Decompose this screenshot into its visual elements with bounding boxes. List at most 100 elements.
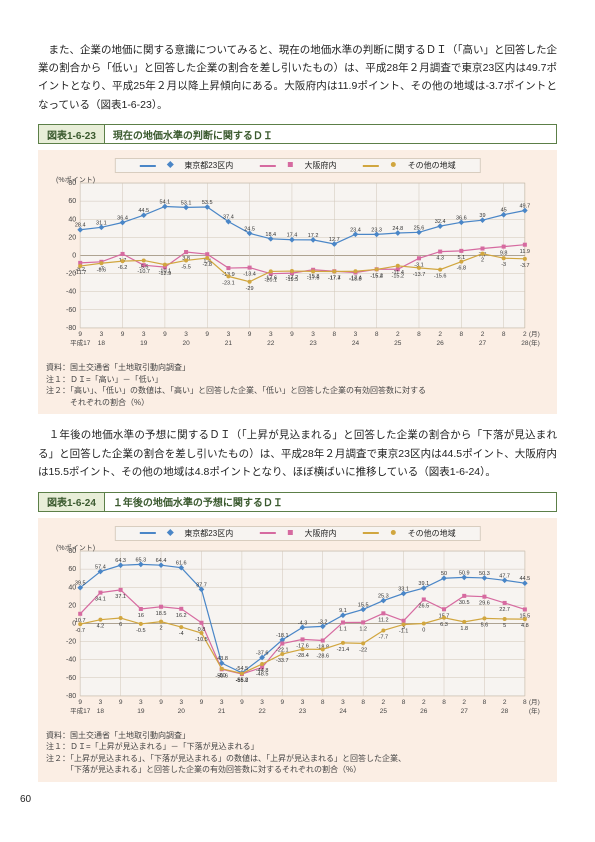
svg-text:23: 23: [309, 340, 317, 347]
svg-text:5.6: 5.6: [481, 622, 489, 628]
svg-text:53.1: 53.1: [181, 200, 192, 206]
svg-text:-0.7: -0.7: [75, 628, 85, 634]
svg-text:3: 3: [99, 699, 103, 706]
svg-text:2: 2: [396, 331, 400, 338]
svg-text:8: 8: [460, 331, 464, 338]
svg-text:9: 9: [248, 331, 252, 338]
svg-text:60: 60: [68, 198, 76, 205]
svg-text:9: 9: [159, 699, 163, 706]
svg-text:(月): (月): [529, 330, 540, 338]
svg-text:3: 3: [227, 331, 231, 338]
svg-text:9.1: 9.1: [339, 608, 347, 614]
svg-text:37.7: 37.7: [196, 582, 207, 588]
svg-text:-5.5: -5.5: [181, 265, 191, 271]
svg-text:3: 3: [100, 331, 104, 338]
svg-text:-0.5: -0.5: [136, 628, 146, 634]
svg-text:-7.7: -7.7: [379, 634, 389, 640]
figure-1-6-24-title: 図表1-6-24 １年後の地価水準の予想に関するＤＩ: [38, 492, 557, 512]
svg-text:28: 28: [521, 340, 529, 347]
svg-text:27: 27: [479, 340, 487, 347]
svg-text:18.5: 18.5: [156, 610, 167, 616]
figure-1-6-24-caption: １年後の地価水準の予想に関するＤＩ: [105, 493, 556, 511]
svg-text:-11.7: -11.7: [74, 270, 86, 276]
svg-text:(%ポイント): (%ポイント): [56, 544, 95, 552]
svg-text:49.7: 49.7: [519, 203, 530, 209]
svg-text:8: 8: [483, 699, 487, 706]
svg-text:3: 3: [142, 331, 146, 338]
svg-text:8: 8: [321, 699, 325, 706]
svg-text:-8.6: -8.6: [97, 267, 107, 273]
svg-text:3: 3: [260, 699, 264, 706]
chart-1-svg: 806040200-20-40-60-80(%ポイント)939393939393…: [46, 175, 549, 356]
svg-text:8: 8: [442, 699, 446, 706]
svg-text:9: 9: [281, 699, 285, 706]
svg-text:23.3: 23.3: [371, 227, 382, 233]
svg-text:-2.8: -2.8: [202, 262, 212, 268]
svg-text:-23.1: -23.1: [222, 280, 235, 286]
svg-text:22: 22: [258, 708, 266, 715]
svg-text:-3.2: -3.2: [318, 619, 328, 625]
svg-text:64.4: 64.4: [156, 558, 167, 564]
chart-2-svg: 806040200-20-40-60-80(%ポイント)939393939393…: [46, 543, 549, 724]
svg-text:-10.1: -10.1: [159, 269, 172, 275]
svg-text:-17.6: -17.6: [307, 275, 320, 281]
svg-text:26: 26: [420, 708, 428, 715]
svg-text:15.5: 15.5: [358, 602, 369, 608]
svg-text:1.2: 1.2: [359, 626, 367, 632]
svg-text:2: 2: [481, 331, 485, 338]
svg-text:25.6: 25.6: [414, 225, 425, 231]
svg-text:20: 20: [182, 340, 190, 347]
svg-text:57.4: 57.4: [95, 564, 106, 570]
svg-text:-17.7: -17.7: [328, 276, 341, 282]
svg-text:2: 2: [503, 699, 507, 706]
svg-text:9: 9: [119, 699, 123, 706]
svg-text:9: 9: [78, 699, 82, 706]
svg-text:65.3: 65.3: [135, 557, 146, 563]
svg-text:-10.5: -10.5: [195, 637, 208, 643]
svg-text:26.5: 26.5: [418, 603, 429, 609]
svg-text:1.8: 1.8: [460, 625, 468, 631]
svg-text:31.1: 31.1: [96, 220, 107, 226]
svg-text:-20: -20: [66, 638, 76, 645]
svg-text:-13.4: -13.4: [243, 272, 256, 278]
svg-text:21: 21: [218, 708, 226, 715]
svg-text:54.1: 54.1: [160, 199, 171, 205]
svg-text:-17.4: -17.4: [349, 275, 362, 281]
svg-text:-40: -40: [66, 289, 76, 296]
svg-text:24: 24: [352, 340, 360, 347]
svg-text:3: 3: [139, 699, 143, 706]
svg-text:20: 20: [68, 602, 76, 609]
svg-text:-28.4: -28.4: [296, 653, 309, 659]
figure-1-6-23-number: 図表1-6-23: [39, 125, 105, 143]
svg-text:30.5: 30.5: [459, 599, 470, 605]
svg-text:22: 22: [267, 340, 275, 347]
legend-tokyo-2: 東京都23区内: [184, 529, 233, 538]
svg-text:4.3: 4.3: [436, 256, 444, 262]
svg-text:3: 3: [220, 699, 224, 706]
svg-text:2: 2: [481, 258, 484, 264]
svg-text:-29: -29: [246, 286, 254, 292]
svg-text:平成17: 平成17: [70, 338, 91, 347]
svg-text:(%ポイント): (%ポイント): [56, 176, 95, 184]
svg-text:24: 24: [339, 708, 347, 715]
svg-text:3: 3: [341, 699, 345, 706]
svg-text:1.1: 1.1: [339, 626, 347, 632]
svg-text:-17.2: -17.2: [286, 275, 299, 281]
svg-text:24.5: 24.5: [244, 226, 255, 232]
svg-text:(年): (年): [529, 338, 540, 347]
svg-text:6.3: 6.3: [440, 621, 448, 627]
figure-1-6-24-number: 図表1-6-24: [39, 493, 105, 511]
svg-text:16: 16: [138, 613, 144, 619]
svg-text:-50: -50: [218, 672, 226, 678]
svg-text:9.8: 9.8: [500, 251, 508, 257]
svg-text:2: 2: [438, 331, 442, 338]
svg-text:8: 8: [361, 699, 365, 706]
svg-text:8: 8: [332, 331, 336, 338]
svg-text:50: 50: [441, 571, 447, 577]
svg-text:44.5: 44.5: [519, 576, 530, 582]
svg-text:-55.2: -55.2: [236, 677, 249, 683]
chart-1-notes: 資料：国土交通省「土地取引動向調査」注１：ＤＩ=「高い」－「低い」注２：「高い」…: [46, 362, 549, 408]
svg-text:11.2: 11.2: [378, 617, 388, 623]
svg-text:25: 25: [380, 708, 388, 715]
svg-text:33.1: 33.1: [398, 586, 409, 592]
